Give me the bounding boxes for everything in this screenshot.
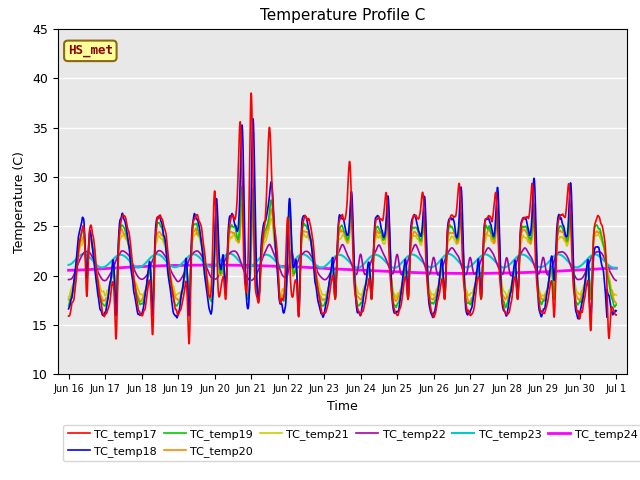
TC_temp21	[159, 240, 167, 246]
Line: TC_temp17: TC_temp17	[68, 93, 616, 344]
TC_temp19	[612, 302, 620, 308]
TC_temp22	[159, 251, 167, 257]
TC_temp18	[65, 306, 72, 312]
TC_temp21	[238, 210, 246, 216]
TC_temp24	[204, 262, 212, 268]
Line: TC_temp22: TC_temp22	[68, 244, 616, 282]
TC_temp23	[226, 251, 234, 256]
TC_temp17	[612, 312, 620, 318]
TC_temp17	[543, 302, 550, 308]
TC_temp17	[247, 90, 255, 96]
TC_temp19	[160, 234, 168, 240]
TC_temp21	[602, 253, 610, 259]
TC_temp24	[275, 264, 283, 269]
TC_temp22	[543, 271, 550, 276]
TC_temp20	[65, 297, 72, 302]
TC_temp24	[602, 265, 610, 271]
X-axis label: Time: Time	[327, 400, 358, 413]
TC_temp18	[299, 215, 307, 221]
TC_temp20	[275, 281, 283, 287]
TC_temp23	[127, 260, 135, 265]
TC_temp24	[469, 271, 477, 276]
TC_temp18	[127, 266, 135, 272]
TC_temp23	[543, 261, 550, 267]
TC_temp21	[275, 281, 283, 287]
TC_temp17	[275, 283, 283, 289]
TC_temp18	[159, 232, 167, 238]
TC_temp20	[238, 201, 246, 207]
TC_temp18	[543, 291, 550, 297]
TC_temp22	[266, 241, 273, 247]
TC_temp19	[127, 259, 135, 264]
TC_temp20	[127, 254, 135, 260]
TC_temp24	[159, 263, 167, 268]
Legend: TC_temp17, TC_temp18, TC_temp19, TC_temp20, TC_temp21, TC_temp22, TC_temp23, TC_: TC_temp17, TC_temp18, TC_temp19, TC_temp…	[63, 425, 640, 461]
Line: TC_temp23: TC_temp23	[68, 253, 616, 268]
TC_temp19	[65, 303, 72, 309]
TC_temp21	[612, 292, 620, 298]
Title: Temperature Profile C: Temperature Profile C	[260, 9, 425, 24]
TC_temp24	[543, 269, 550, 275]
TC_temp23	[159, 255, 167, 261]
TC_temp19	[299, 225, 307, 230]
TC_temp21	[65, 294, 72, 300]
TC_temp24	[612, 265, 620, 271]
TC_temp22	[275, 264, 283, 270]
Y-axis label: Temperature (C): Temperature (C)	[13, 151, 26, 252]
Line: TC_temp19: TC_temp19	[68, 187, 616, 308]
TC_temp21	[127, 254, 135, 260]
TC_temp23	[275, 262, 283, 267]
TC_temp17	[127, 246, 135, 252]
TC_temp17	[185, 341, 193, 347]
Line: TC_temp21: TC_temp21	[68, 213, 616, 300]
TC_temp23	[612, 265, 620, 271]
TC_temp23	[65, 262, 72, 268]
TC_temp24	[299, 264, 307, 270]
Line: TC_temp18: TC_temp18	[68, 119, 616, 319]
TC_temp17	[299, 221, 307, 227]
TC_temp21	[295, 297, 303, 303]
TC_temp20	[612, 300, 620, 306]
TC_temp17	[65, 313, 72, 319]
TC_temp22	[602, 259, 610, 264]
Line: TC_temp24: TC_temp24	[68, 265, 616, 274]
TC_temp19	[602, 258, 610, 264]
TC_temp18	[249, 116, 257, 121]
TC_temp20	[159, 235, 167, 241]
Line: TC_temp20: TC_temp20	[68, 204, 616, 303]
TC_temp22	[612, 277, 620, 283]
TC_temp21	[299, 234, 307, 240]
TC_temp22	[65, 276, 72, 282]
TC_temp17	[602, 252, 610, 258]
TC_temp19	[275, 288, 283, 293]
TC_temp23	[299, 252, 307, 257]
TC_temp19	[238, 184, 246, 190]
TC_temp22	[127, 257, 135, 263]
TC_temp23	[602, 260, 609, 265]
TC_temp18	[612, 308, 620, 314]
TC_temp19	[543, 290, 550, 296]
TC_temp24	[65, 267, 72, 273]
TC_temp20	[543, 290, 550, 296]
TC_temp18	[602, 297, 610, 302]
TC_temp21	[543, 288, 550, 294]
TC_temp24	[127, 264, 135, 270]
TC_temp18	[275, 291, 283, 297]
TC_temp20	[299, 231, 307, 237]
TC_temp19	[112, 305, 120, 311]
TC_temp20	[602, 256, 609, 262]
TC_temp18	[575, 316, 582, 322]
TC_temp17	[159, 222, 167, 228]
TC_temp22	[175, 279, 182, 285]
Text: HS_met: HS_met	[68, 44, 113, 57]
TC_temp22	[299, 251, 307, 256]
